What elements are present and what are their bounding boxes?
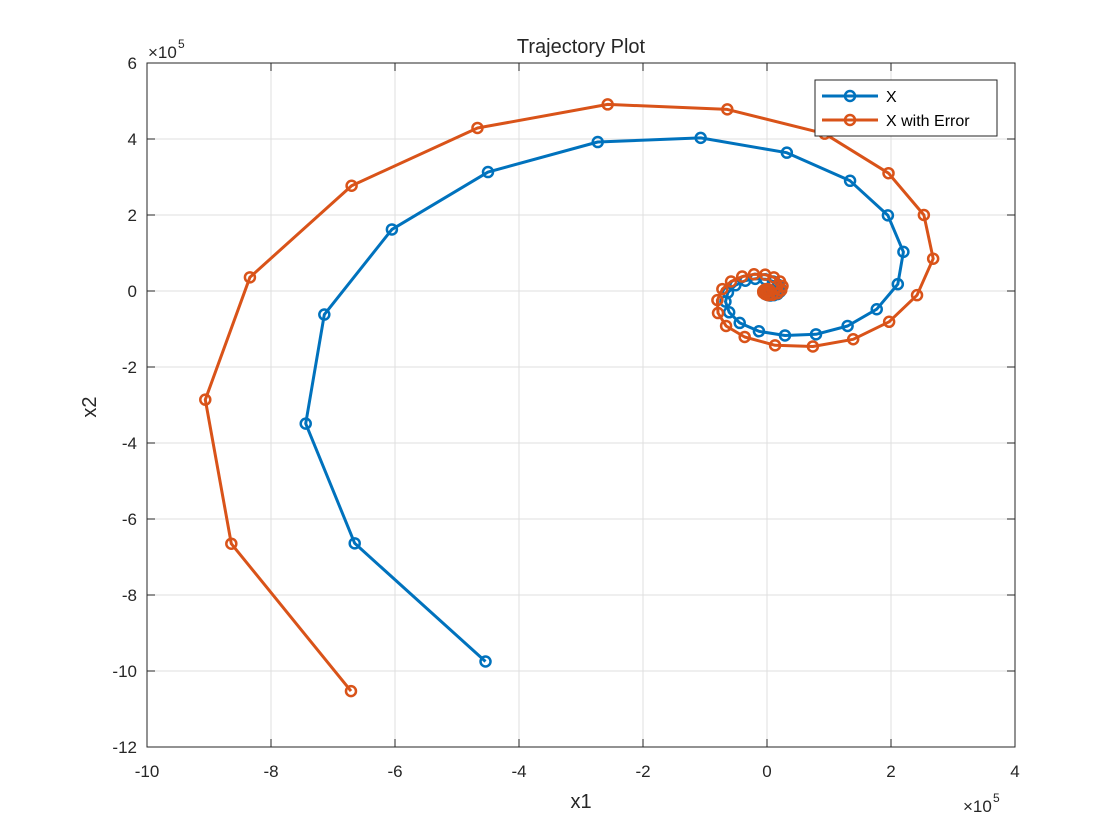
y-tick-label: 0 — [128, 282, 137, 301]
data-point — [724, 275, 738, 288]
data-point — [735, 270, 749, 283]
data-point — [716, 282, 729, 296]
data-point — [471, 121, 484, 135]
x-exponent-label: ×10 5 — [963, 791, 1000, 816]
y-tick-label: -8 — [122, 586, 137, 605]
data-point — [199, 393, 212, 406]
data-point — [479, 655, 492, 668]
data-point — [882, 315, 896, 329]
data-point — [806, 340, 820, 353]
data-point — [882, 166, 895, 180]
x-exponent-power: 5 — [993, 791, 1000, 805]
x-tick-label: -8 — [263, 762, 278, 781]
data-point — [891, 277, 905, 291]
axes-box — [146, 62, 1016, 748]
data-point — [926, 252, 940, 265]
y-tick-label: 6 — [128, 54, 137, 73]
x-tick-label: 0 — [762, 762, 771, 781]
data-point — [481, 165, 495, 179]
legend-label-x-with-error: X with Error — [886, 113, 970, 130]
data-point — [738, 330, 751, 344]
data-point — [846, 333, 860, 346]
x-tick-label: -2 — [635, 762, 650, 781]
x-exponent-base: ×10 — [963, 797, 992, 816]
y-tick-labels: -12 -10 -8 -6 -4 -2 0 2 4 6 — [112, 54, 137, 757]
data-point — [841, 319, 854, 333]
series-x-with-error — [199, 98, 940, 698]
data-point — [809, 328, 823, 341]
data-point — [385, 223, 399, 236]
x-tick-label: 4 — [1010, 762, 1019, 781]
legend-box — [814, 79, 998, 137]
data-point — [345, 179, 358, 192]
data-point — [768, 339, 782, 352]
y-tick-label: 4 — [128, 130, 137, 149]
y-tick-label: -10 — [112, 662, 137, 681]
y-tick-label: -2 — [122, 358, 137, 377]
data-point — [601, 98, 614, 111]
data-point — [752, 325, 766, 338]
legend-label-x: X — [886, 89, 897, 106]
y-tick-label: -6 — [122, 510, 137, 529]
data-point — [881, 209, 895, 222]
data-point — [243, 271, 257, 284]
legend: X X with Error — [814, 79, 998, 137]
data-point — [870, 302, 883, 316]
y-exponent-base: ×10 — [148, 43, 177, 62]
data-point — [591, 135, 604, 149]
x-tick-label: 2 — [886, 762, 895, 781]
data-point — [719, 319, 733, 333]
x-tick-label: -10 — [135, 762, 160, 781]
y-axis-label: x2 — [79, 396, 101, 417]
data-point — [733, 316, 746, 330]
y-tick-label: 2 — [128, 206, 137, 225]
y-exponent-label: ×10 5 — [148, 37, 185, 62]
data-point — [694, 131, 707, 145]
y-exponent-power: 5 — [178, 37, 185, 51]
data-point — [344, 684, 358, 698]
data-point — [917, 208, 931, 222]
series-layer — [199, 98, 940, 698]
data-point — [843, 174, 857, 188]
legend-marker-x-with-error — [843, 113, 857, 127]
data-point — [348, 537, 361, 550]
tick-marks — [146, 62, 1016, 748]
plot-area — [147, 63, 1015, 747]
y-tick-label: -12 — [112, 738, 137, 757]
data-point — [299, 417, 312, 430]
x-tick-label: -4 — [511, 762, 526, 781]
data-point — [711, 293, 724, 307]
data-point — [897, 245, 910, 259]
data-point — [910, 288, 924, 302]
data-point — [225, 537, 238, 550]
legend-marker-x — [843, 89, 857, 103]
data-point — [760, 285, 774, 298]
chart-title: Trajectory Plot — [517, 36, 646, 58]
data-point — [318, 308, 331, 321]
data-point — [711, 306, 725, 320]
data-point — [780, 146, 794, 159]
data-point — [778, 329, 792, 342]
x-tick-label: -6 — [387, 762, 402, 781]
x-axis-label: x1 — [570, 791, 591, 813]
x-tick-labels: -10 -8 -6 -4 -2 0 2 4 — [135, 762, 1020, 781]
data-point — [721, 103, 734, 116]
y-tick-label: -4 — [122, 434, 137, 453]
